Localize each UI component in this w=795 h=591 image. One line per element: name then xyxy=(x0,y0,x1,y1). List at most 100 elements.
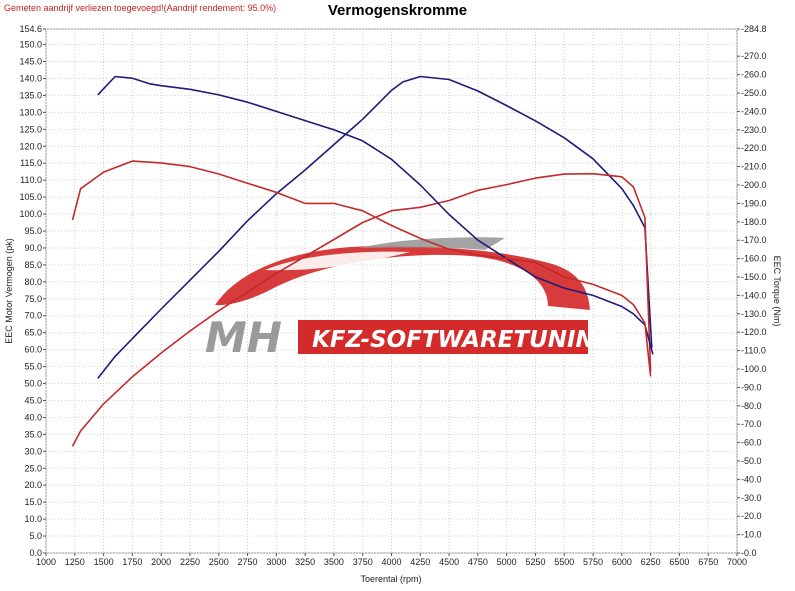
series-line-power-1 xyxy=(71,172,652,447)
y-left-tick-label: 20.0 xyxy=(24,480,42,490)
y-left-tick-label: 145.0 xyxy=(19,57,42,67)
x-tick-label: 5500 xyxy=(554,557,574,567)
x-tick-label: 2000 xyxy=(151,557,171,567)
y-left-tick-label: 35.0 xyxy=(24,429,42,439)
y-right-tick-label: -10.0 xyxy=(741,530,762,540)
y-right-tick-label: -230.0 xyxy=(741,125,767,135)
x-tick-label: 5250 xyxy=(525,557,545,567)
grid xyxy=(45,28,738,554)
x-tick-label: 1000 xyxy=(36,557,56,567)
y-left-tick-label: 75.0 xyxy=(24,294,42,304)
x-tick-label: 3250 xyxy=(295,557,315,567)
y-left-tick-label: 105.0 xyxy=(19,192,42,202)
y-right-tick-label: -130.0 xyxy=(741,309,767,319)
y-right-tick-label: -40.0 xyxy=(741,474,762,484)
x-tick-label: 6750 xyxy=(698,557,718,567)
y-left-tick-label: 25.0 xyxy=(24,463,42,473)
y-left-tick-label: 115.0 xyxy=(20,158,42,168)
y-right-tick-label: -200.0 xyxy=(741,180,767,190)
x-tick-label: 2500 xyxy=(209,557,229,567)
x-tick-label: 4500 xyxy=(439,557,459,567)
y-right-tick-label: -170.0 xyxy=(741,235,767,245)
y-right-tick-label: -220.0 xyxy=(741,143,767,153)
x-tick-label: 6250 xyxy=(641,557,661,567)
y-left-tick-label: 70.0 xyxy=(24,311,42,321)
x-tick-label: 6500 xyxy=(669,557,689,567)
x-tick-label: 1750 xyxy=(122,557,142,567)
drivetrain-loss-note: Gemeten aandrijf verliezen toegevoegd!(A… xyxy=(4,3,277,13)
y-left-tick-label: 154.6 xyxy=(19,24,42,34)
y-left-tick-label: 5.0 xyxy=(29,531,42,541)
y-right-tick-label: -50.0 xyxy=(741,456,762,466)
x-tick-label: 2250 xyxy=(180,557,200,567)
y-left-tick-label: 95.0 xyxy=(24,226,42,236)
y-left-tick-label: 110.0 xyxy=(20,175,42,185)
y-left-tick-label: 40.0 xyxy=(24,412,42,422)
y-left-tick-label: 15.0 xyxy=(24,497,42,507)
y-left-tick-label: 100.0 xyxy=(19,209,42,219)
y-left-tick-label: 55.0 xyxy=(24,362,42,372)
y-right-tick-label: -250.0 xyxy=(741,88,767,98)
series xyxy=(71,75,654,447)
y-left-tick-label: 140.0 xyxy=(19,73,42,83)
logo-banner xyxy=(298,320,588,354)
x-axis-label: Toerental (rpm) xyxy=(360,574,421,584)
y-right-tick-label: -240.0 xyxy=(741,106,767,116)
y-right-tick-label: -120.0 xyxy=(741,327,767,337)
y-left-tick-label: 0.0 xyxy=(29,548,42,558)
series-line-power-0 xyxy=(97,75,653,379)
series-line-torque-3 xyxy=(71,160,652,377)
y-left-tick-label: 90.0 xyxy=(24,243,42,253)
x-tick-label: 7000 xyxy=(727,557,747,567)
y-axis-label-left: EEC Motor Vermogen (pk) xyxy=(4,238,14,344)
y-left-tick-label: 80.0 xyxy=(24,277,42,287)
y-left-tick-label: 50.0 xyxy=(24,379,42,389)
y-right-tick-label: -270.0 xyxy=(741,51,767,61)
y-right-tick-label: -60.0 xyxy=(741,438,762,448)
y-left-tick-label: 85.0 xyxy=(24,260,42,270)
logo-brand-text: KFZ-SOFTWARETUNING xyxy=(312,327,614,353)
y-left-tick-label: 65.0 xyxy=(24,328,42,338)
x-tick-label: 1500 xyxy=(94,557,114,567)
y-right-tick-label: -190.0 xyxy=(741,198,767,208)
y-right-tick-label: -260.0 xyxy=(741,70,767,80)
y-right-tick-label: -150.0 xyxy=(741,272,767,282)
y-right-tick-label: -160.0 xyxy=(741,254,767,264)
y-left-tick-label: 10.0 xyxy=(24,514,42,524)
y-left-tick-label: 60.0 xyxy=(24,345,42,355)
y-right-tick-label: -210.0 xyxy=(741,162,767,172)
x-tick-label: 1250 xyxy=(65,557,85,567)
y-right-tick-label: -90.0 xyxy=(741,382,762,392)
y-left-tick-label: 45.0 xyxy=(24,395,42,405)
y-left-tick-label: 125.0 xyxy=(19,124,42,134)
y-right-tick-label: -80.0 xyxy=(741,401,762,411)
y-left-tick-label: 30.0 xyxy=(24,446,42,456)
y-right-tick-label: -70.0 xyxy=(741,419,762,429)
x-tick-label: 3750 xyxy=(353,557,373,567)
y-right-tick-label: -100.0 xyxy=(741,364,767,374)
y-left-tick-label: 150.0 xyxy=(19,40,42,50)
x-tick-label: 6000 xyxy=(612,557,632,567)
x-tick-label: 5750 xyxy=(583,557,603,567)
x-tick-label: 5000 xyxy=(497,557,517,567)
x-tick-label: 3000 xyxy=(266,557,286,567)
y-right-tick-label: -30.0 xyxy=(741,493,762,503)
x-tick-label: 4000 xyxy=(381,557,401,567)
logo-mh-text: MH xyxy=(205,313,282,362)
x-tick-label: 4750 xyxy=(468,557,488,567)
logo-car-window xyxy=(265,251,410,271)
series-line-torque-2 xyxy=(97,75,654,355)
y-right-tick-label: -284.8 xyxy=(741,24,767,34)
y-right-tick-label: -20.0 xyxy=(741,511,762,521)
y-left-tick-label: 130.0 xyxy=(19,107,42,117)
x-tick-label: 3500 xyxy=(324,557,344,567)
chart-title: Vermogenskromme xyxy=(327,2,468,19)
y-right-tick-label: -0.0 xyxy=(741,548,757,558)
y-right-tick-label: -110.0 xyxy=(741,346,766,356)
y-right-tick-label: -180.0 xyxy=(741,217,767,227)
watermark-logo: MH KFZ-SOFTWARETUNING xyxy=(205,237,614,362)
y-right-tick-label: -140.0 xyxy=(741,290,767,300)
x-tick-label: 4250 xyxy=(410,557,430,567)
y-left-tick-label: 120.0 xyxy=(19,141,42,151)
